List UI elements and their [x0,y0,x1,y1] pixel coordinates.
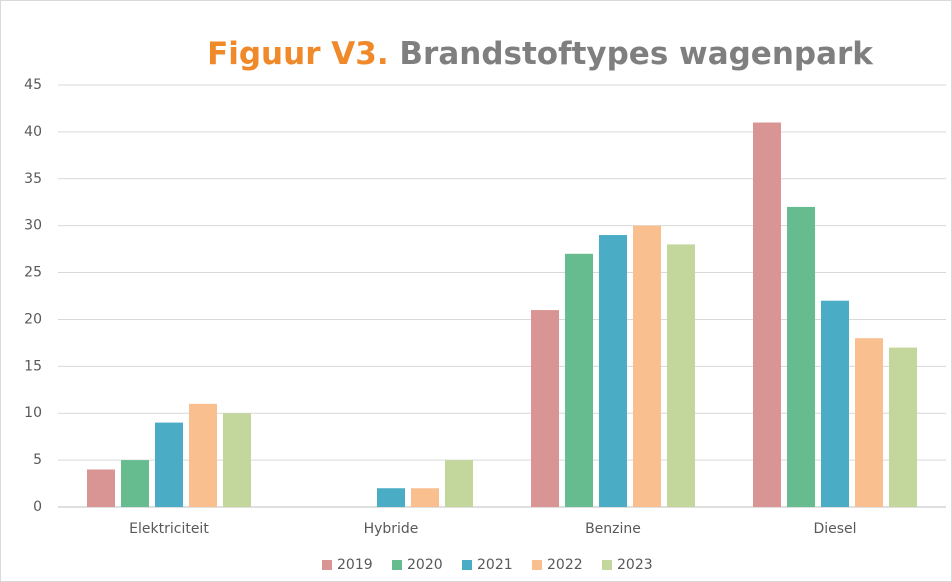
bar [445,460,473,507]
y-tick-label: 15 [24,358,42,374]
legend-swatch [322,560,332,570]
bar [223,413,251,507]
x-tick-label: Elektriciteit [129,521,209,537]
y-tick-label: 40 [24,124,42,140]
legend-swatch [602,560,612,570]
bar [633,225,661,507]
legend-swatch [392,560,402,570]
bar [667,244,695,507]
bar [121,460,149,507]
x-tick-label: Diesel [813,521,856,537]
figure-label: Figuur V3. [207,36,389,72]
y-tick-label: 0 [33,499,42,515]
x-tick-label: Benzine [585,521,641,537]
bar [753,122,781,507]
legend-label: 2021 [477,557,513,573]
bar [821,300,849,507]
bar [189,403,217,507]
y-tick-label: 45 [24,77,42,93]
legend-label: 2019 [337,557,373,573]
y-tick-label: 25 [24,265,42,281]
legend-label: 2020 [407,557,443,573]
y-tick-label: 20 [24,311,42,327]
x-tick-label: Hybride [364,521,419,537]
bar [855,338,883,507]
bar [599,235,627,508]
y-tick-label: 10 [24,405,42,421]
bar [411,488,439,507]
legend-swatch [532,560,542,570]
bar [787,206,815,507]
title-text: Brandstoftypes wagenpark [399,36,874,72]
y-tick-label: 30 [24,218,42,234]
legend-swatch [462,560,472,570]
chart-title: Figuur V3. Brandstoftypes wagenpark [207,36,874,72]
legend-label: 2022 [547,557,583,573]
bar [889,347,917,507]
bar [531,310,559,507]
y-tick-label: 35 [24,171,42,187]
bar [155,422,183,507]
y-tick-label: 5 [33,452,42,468]
bar [565,253,593,507]
bar [87,469,115,507]
legend-label: 2023 [617,557,653,573]
bar [377,488,405,507]
